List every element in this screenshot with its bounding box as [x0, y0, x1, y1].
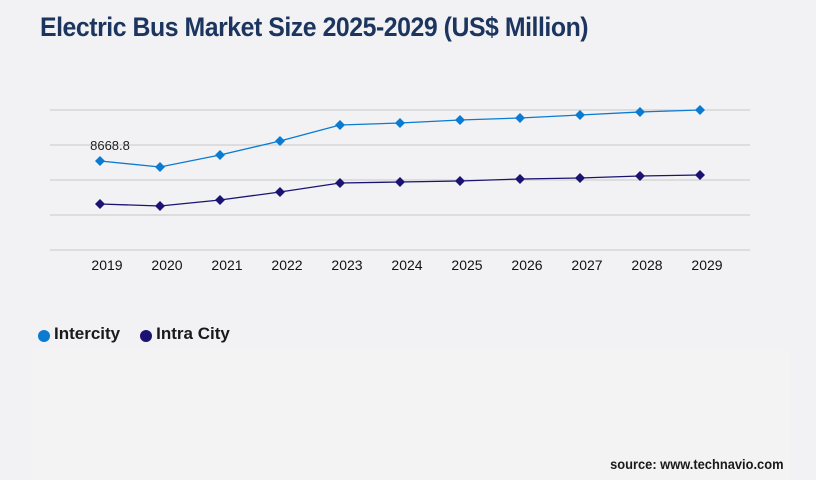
- x-tick-label: 2023: [331, 257, 362, 273]
- data-point-diamond-icon[interactable]: [215, 150, 225, 161]
- legend-item-intra-city[interactable]: Intra City: [140, 324, 230, 344]
- data-point-diamond-icon[interactable]: [275, 135, 285, 146]
- x-tick-label: 2024: [391, 257, 422, 273]
- data-label: 8668.8: [90, 138, 130, 153]
- chart-title: Electric Bus Market Size 2025-2029 (US$ …: [40, 12, 589, 42]
- x-tick-label: 2028: [631, 257, 662, 273]
- x-tick-label: 2027: [571, 257, 602, 273]
- data-point-diamond-icon[interactable]: [155, 162, 165, 173]
- data-point-diamond-icon[interactable]: [275, 187, 285, 198]
- data-point-diamond-icon[interactable]: [575, 110, 585, 121]
- data-point-diamond-icon[interactable]: [155, 201, 165, 212]
- data-point-diamond-icon[interactable]: [635, 107, 645, 118]
- intra-city-dot-icon: [140, 330, 153, 342]
- x-tick-label: 2020: [151, 257, 182, 273]
- legend-label: Intra City: [156, 324, 230, 343]
- data-point-diamond-icon[interactable]: [455, 115, 465, 126]
- lower-panel: [32, 350, 790, 480]
- x-tick-label: 2029: [691, 257, 722, 273]
- data-point-diamond-icon[interactable]: [95, 156, 105, 166]
- intercity-dot-icon: [38, 330, 50, 342]
- data-point-diamond-icon[interactable]: [335, 120, 345, 131]
- x-tick-label: 2022: [271, 257, 302, 273]
- data-point-diamond-icon[interactable]: [335, 177, 345, 188]
- legend: Intercity Intra City: [38, 324, 230, 344]
- data-point-diamond-icon[interactable]: [515, 173, 525, 184]
- data-point-diamond-icon[interactable]: [695, 105, 705, 116]
- data-point-diamond-icon[interactable]: [95, 199, 105, 210]
- x-tick-label: 2026: [511, 257, 542, 273]
- line-chart: 2019 2020 2021 2022 2023 2024 2025 2026 2027 2028…: [50, 105, 750, 273]
- data-point-diamond-icon[interactable]: [215, 195, 225, 206]
- x-tick-label: 2021: [211, 257, 242, 273]
- x-tick-label: 2019: [91, 257, 122, 273]
- data-point-diamond-icon[interactable]: [695, 170, 705, 181]
- data-point-diamond-icon[interactable]: [635, 170, 645, 181]
- data-point-diamond-icon[interactable]: [395, 118, 405, 129]
- data-point-diamond-icon[interactable]: [515, 113, 525, 124]
- data-point-diamond-icon[interactable]: [395, 177, 405, 188]
- x-tick-label: 2025: [451, 257, 482, 273]
- source-credit: source: www.technavio.com: [610, 456, 784, 472]
- legend-item-intercity[interactable]: Intercity: [38, 324, 120, 344]
- legend-label: Intercity: [54, 324, 121, 343]
- data-point-diamond-icon[interactable]: [575, 172, 585, 183]
- data-point-diamond-icon[interactable]: [455, 175, 465, 186]
